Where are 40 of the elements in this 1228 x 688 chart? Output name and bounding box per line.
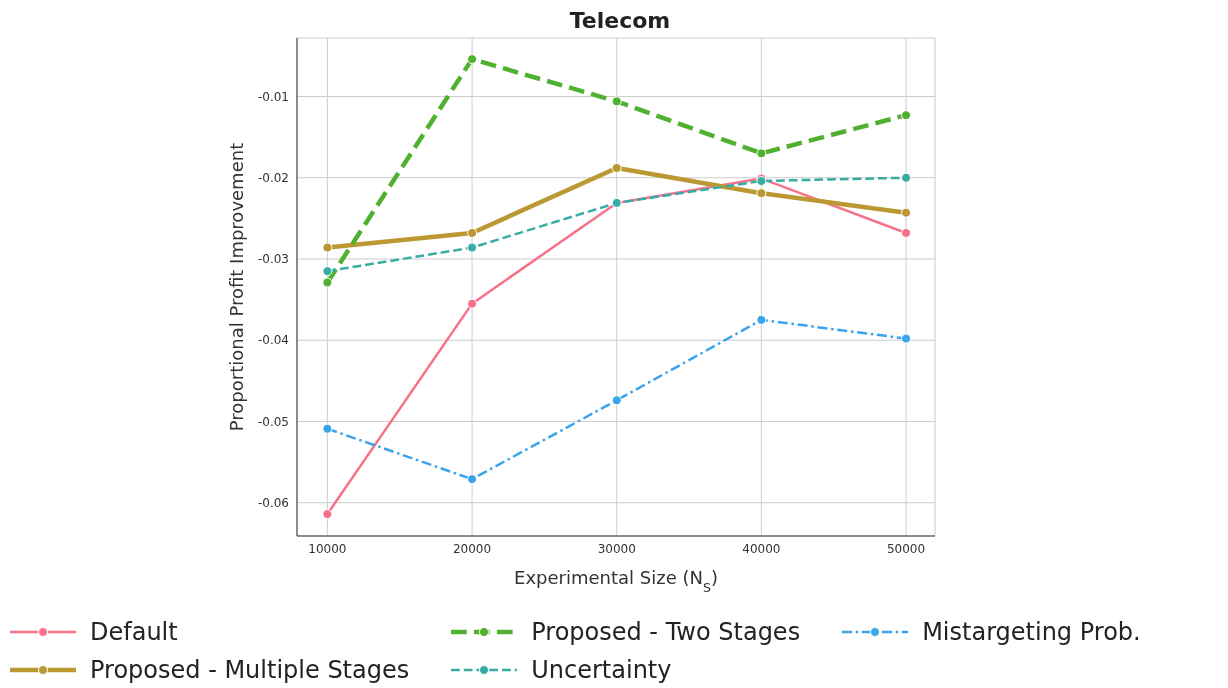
x-tick-label: 30000 bbox=[597, 541, 636, 556]
x-axis-title: Experimental Size (N$_{S}$) bbox=[514, 567, 718, 595]
legend-label: Mistargeting Prob. bbox=[922, 618, 1141, 646]
y-tick-label: -0.06 bbox=[257, 495, 289, 510]
point bbox=[467, 54, 478, 65]
point bbox=[901, 333, 912, 344]
point bbox=[901, 110, 912, 121]
y-tick-label: -0.05 bbox=[257, 414, 289, 429]
point bbox=[756, 188, 767, 199]
point bbox=[322, 242, 333, 253]
point bbox=[467, 298, 478, 309]
point bbox=[756, 148, 767, 159]
point bbox=[467, 242, 478, 253]
point bbox=[756, 314, 767, 325]
legend-label: Uncertainty bbox=[531, 656, 672, 684]
point bbox=[611, 395, 622, 406]
point bbox=[322, 509, 333, 520]
y-axis-title: Proportional Profit Improvement bbox=[226, 142, 248, 432]
y-tick-label: -0.01 bbox=[257, 89, 289, 104]
point bbox=[322, 266, 333, 277]
point bbox=[611, 162, 622, 173]
point bbox=[322, 423, 333, 434]
point bbox=[901, 227, 912, 238]
x-tick-label: 40000 bbox=[742, 541, 781, 556]
legend-label: Proposed - Two Stages bbox=[531, 618, 801, 646]
legend-label: Proposed - Multiple Stages bbox=[90, 656, 410, 684]
legend-label: Default bbox=[90, 618, 178, 646]
point bbox=[901, 207, 912, 218]
chart-title: Telecom bbox=[568, 8, 672, 33]
x-tick-label: 50000 bbox=[886, 541, 926, 556]
point bbox=[467, 227, 478, 238]
point bbox=[467, 474, 478, 485]
x-tick-label: 10000 bbox=[308, 541, 347, 556]
point bbox=[611, 96, 622, 107]
point bbox=[322, 277, 333, 288]
point bbox=[901, 172, 912, 183]
x-tick-label: 20000 bbox=[452, 541, 492, 556]
y-tick-label: -0.02 bbox=[257, 170, 289, 185]
y-tick-label: -0.03 bbox=[257, 252, 289, 267]
y-tick-label: -0.04 bbox=[257, 333, 289, 348]
